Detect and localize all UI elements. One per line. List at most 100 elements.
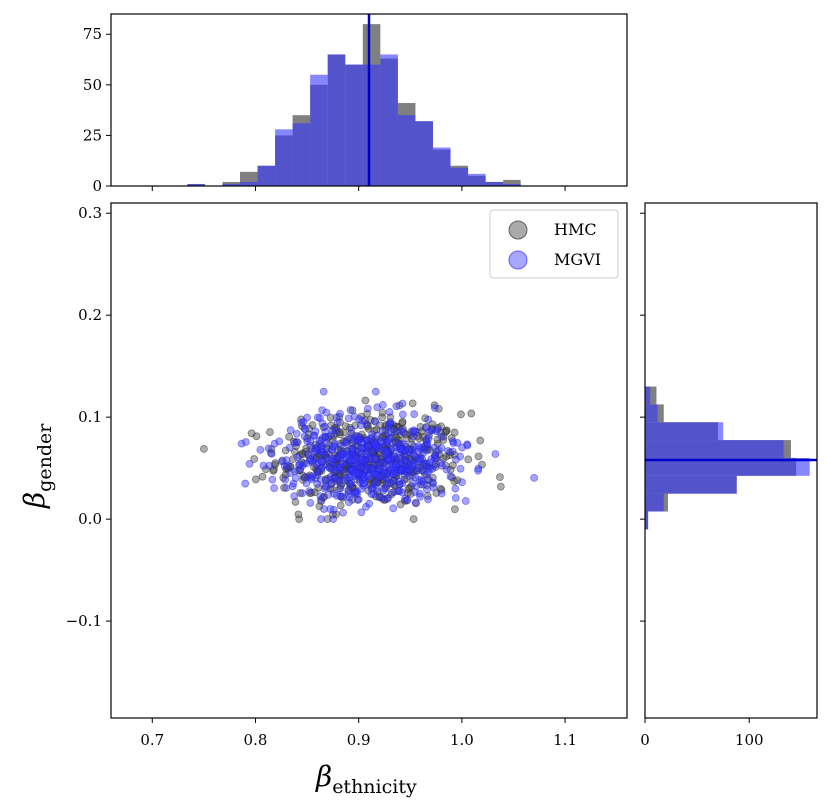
scatter-point-hmc bbox=[474, 452, 483, 461]
main-y-tick-label: −0.1 bbox=[66, 612, 102, 630]
top-histogram-bar-mgvi bbox=[222, 183, 240, 186]
scatter-point-hmc bbox=[370, 426, 379, 435]
scatter-point-mgvi bbox=[432, 427, 441, 436]
scatter-point-mgvi bbox=[430, 443, 439, 452]
top-histogram-bar-mgvi bbox=[397, 115, 416, 186]
scatter-point-mgvi bbox=[371, 387, 380, 396]
legend-marker-mgvi bbox=[508, 250, 528, 270]
scatter-point-mgvi bbox=[340, 476, 349, 484]
top-histogram-bar-mgvi bbox=[432, 147, 451, 186]
scatter-point-mgvi bbox=[310, 447, 319, 456]
right-histogram-bar-mgvi bbox=[645, 511, 649, 530]
main-y-tick-label: 0.3 bbox=[78, 204, 102, 222]
scatter-point-hmc bbox=[291, 498, 300, 506]
scatter-point-mgvi bbox=[265, 461, 274, 470]
scatter-point-mgvi bbox=[313, 467, 322, 476]
scatter-point-mgvi bbox=[275, 437, 284, 446]
scatter-point-mgvi bbox=[297, 418, 306, 427]
main-x-tick-label: 0.9 bbox=[347, 731, 371, 749]
scatter-point-hmc bbox=[289, 455, 297, 464]
scatter-point-mgvi bbox=[421, 424, 430, 432]
top-histogram-bar-mgvi bbox=[450, 167, 469, 186]
top-histogram-bar-mgvi bbox=[485, 181, 504, 186]
scatter-point-mgvi bbox=[319, 387, 328, 396]
scatter-point-mgvi bbox=[326, 505, 335, 513]
main-scatter: 0.7 0.8 0.9 1.0 1.1 −0.1 0.0 0.1 0.2 0.3 HMC MGV… bbox=[18, 202, 628, 798]
scatter-point-mgvi bbox=[410, 459, 418, 467]
scatter-point-mgvi bbox=[387, 428, 396, 436]
scatter-point-mgvi bbox=[410, 410, 419, 419]
scatter-point-mgvi bbox=[363, 404, 372, 413]
scatter-point-mgvi bbox=[425, 476, 433, 485]
scatter-point-mgvi bbox=[358, 416, 367, 425]
scatter-point-mgvi bbox=[397, 466, 406, 475]
scatter-point-mgvi bbox=[389, 476, 398, 485]
scatter-point-mgvi bbox=[282, 484, 291, 492]
scatter-point-mgvi bbox=[451, 484, 460, 493]
scatter-point-hmc bbox=[258, 472, 267, 481]
top-histogram-y-tick-label: 75 bbox=[83, 25, 102, 43]
scatter-point-mgvi bbox=[347, 425, 356, 434]
top-histogram-x-ticks bbox=[151, 186, 566, 191]
scatter-point-mgvi bbox=[403, 496, 412, 504]
scatter-point-hmc bbox=[496, 482, 505, 491]
scatter-point-mgvi bbox=[307, 475, 316, 484]
main-x-ticks: 0.7 0.8 0.9 1.0 1.1 bbox=[140, 718, 577, 749]
scatter-point-mgvi bbox=[396, 444, 405, 453]
scatter-point-mgvi bbox=[318, 444, 326, 453]
scatter-point-mgvi bbox=[446, 472, 455, 481]
legend-marker-hmc bbox=[508, 220, 528, 240]
scatter-point-mgvi bbox=[383, 438, 392, 447]
scatter-point-mgvi bbox=[367, 447, 376, 456]
scatter-point-hmc bbox=[406, 490, 415, 498]
scatter-point-mgvi bbox=[281, 475, 290, 484]
scatter-point-mgvi bbox=[385, 433, 394, 442]
scatter-point-mgvi bbox=[313, 413, 322, 422]
top-histogram-y-tick-label: 0 bbox=[92, 177, 102, 195]
top-histogram-bar-mgvi bbox=[187, 183, 205, 186]
scatter-point-mgvi bbox=[346, 406, 355, 414]
scatter-point-mgvi bbox=[317, 515, 325, 524]
scatter-point-mgvi bbox=[354, 432, 363, 441]
scatter-point-mgvi bbox=[351, 468, 360, 477]
scatter-point-mgvi bbox=[380, 484, 388, 493]
scatter-point-mgvi bbox=[388, 463, 397, 472]
right-histogram-x-ticks: 0 100 bbox=[640, 718, 764, 749]
scatter-point-hmc bbox=[323, 515, 332, 523]
scatter-point-mgvi bbox=[416, 492, 424, 501]
scatter-point-hmc bbox=[294, 510, 303, 519]
scatter-point-mgvi bbox=[382, 479, 391, 488]
legend-label-hmc: HMC bbox=[554, 220, 597, 239]
top-histogram-bar-hmc bbox=[503, 179, 521, 186]
scatter-point-mgvi bbox=[347, 455, 355, 464]
scatter-point-mgvi bbox=[398, 410, 407, 419]
right-histogram-x-tick-label: 100 bbox=[735, 731, 764, 749]
main-plot-frame bbox=[110, 202, 628, 719]
scatter-point-mgvi bbox=[336, 484, 345, 493]
scatter-point-mgvi bbox=[398, 399, 407, 408]
scatter-point-mgvi bbox=[291, 474, 300, 483]
x-axis-label: βethnicity bbox=[315, 760, 417, 798]
scatter-point-mgvi bbox=[286, 426, 295, 435]
scatter-point-mgvi bbox=[530, 474, 539, 482]
scatter-point-mgvi bbox=[267, 450, 276, 458]
scatter-point-mgvi bbox=[329, 515, 338, 524]
right-histogram-bar-mgvi bbox=[645, 404, 658, 423]
scatter-point-mgvi bbox=[424, 415, 433, 424]
scatter-point-mgvi bbox=[338, 450, 347, 459]
main-y-tick-label: 0.1 bbox=[78, 408, 102, 426]
scatter-point-mgvi bbox=[437, 443, 446, 452]
top-histogram-bar-mgvi bbox=[345, 64, 363, 186]
scatter-point-mgvi bbox=[329, 489, 338, 498]
scatter-point-mgvi bbox=[448, 447, 457, 456]
scatter-point-mgvi bbox=[374, 460, 383, 469]
right-histogram-bar-mgvi bbox=[645, 457, 810, 476]
scatter-point-mgvi bbox=[325, 464, 334, 473]
top-histogram-bar-mgvi bbox=[415, 121, 433, 186]
top-histogram-bar-mgvi bbox=[327, 54, 346, 187]
scatter-point-hmc bbox=[250, 455, 259, 463]
scatter-point-mgvi bbox=[350, 412, 359, 421]
scatter-point-mgvi bbox=[437, 489, 446, 498]
scatter-point-mgvi bbox=[378, 401, 387, 409]
scatter-point-mgvi bbox=[321, 433, 330, 441]
